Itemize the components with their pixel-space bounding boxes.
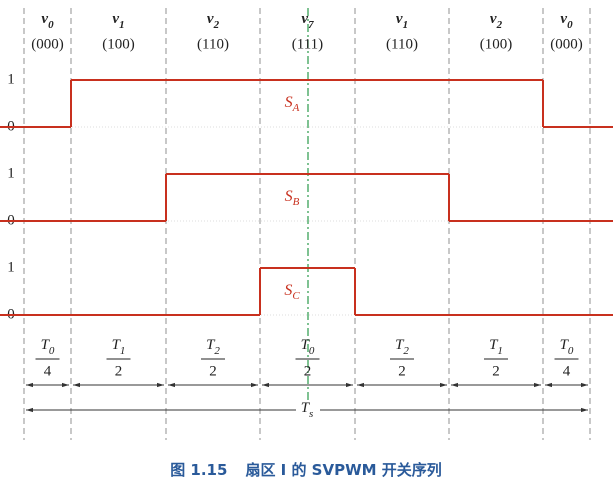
vector-base: v (112, 11, 119, 27)
code: (110) (386, 36, 418, 52)
vector-base: v (490, 11, 497, 27)
caption: 图 1.15 扇区 I 的 SVPWM 开关序列 (170, 461, 442, 479)
vector: v0 (560, 11, 573, 30)
duration-den: 2 (492, 363, 500, 379)
signal-name-sub: A (292, 102, 300, 114)
caption-label: 图 1.15 (170, 461, 227, 479)
vector: v0 (41, 11, 54, 30)
caption-text: 扇区 I 的 SVPWM 开关序列 (245, 461, 441, 479)
duration-num: T0 (41, 337, 55, 356)
vector-base: v (41, 11, 48, 27)
code: (000) (31, 36, 64, 52)
vector: v2 (207, 11, 220, 30)
duration-den: 2 (398, 363, 406, 379)
duration-num-base: T (560, 337, 570, 353)
duration-den: 2 (304, 363, 312, 379)
code: (100) (480, 36, 513, 52)
duration-num-base: T (206, 337, 216, 353)
duration-num: T1 (489, 337, 503, 356)
duration-num-sub: 1 (120, 345, 126, 357)
vector-sub: 2 (496, 19, 503, 31)
duration-num-sub: 0 (49, 345, 55, 357)
level-label: 1 (7, 165, 15, 181)
duration-num: T2 (206, 337, 220, 356)
signal-name: SC (284, 282, 300, 302)
total-label: Ts (301, 400, 314, 419)
signal-name-base: S (284, 282, 292, 299)
duration-num-base: T (395, 337, 405, 353)
signal-name-base: S (285, 188, 293, 205)
vector-sub: 0 (48, 19, 54, 31)
duration-num-sub: 2 (214, 345, 220, 357)
duration-num: T0 (301, 337, 315, 356)
signal-name: SA (285, 94, 300, 114)
code: (000) (550, 36, 583, 52)
duration-num-sub: 1 (497, 345, 503, 357)
duration-den: 2 (209, 363, 217, 379)
vector-base: v (207, 11, 214, 27)
code: (111) (292, 36, 323, 52)
total-bg (296, 402, 320, 418)
vector: v7 (301, 11, 314, 30)
signal-name-sub: B (293, 196, 300, 208)
duration-num-sub: 0 (309, 345, 315, 357)
duration-num-sub: 0 (568, 345, 574, 357)
signal-name-sub: C (292, 290, 300, 302)
vector-base: v (301, 11, 308, 27)
duration-den: 4 (44, 363, 52, 379)
duration-num-base: T (489, 337, 499, 353)
level-label: 1 (7, 71, 15, 87)
vector-sub: 0 (567, 19, 573, 31)
duration-num: T1 (112, 337, 126, 356)
vector-sub: 1 (119, 19, 125, 31)
duration-num: T2 (395, 337, 409, 356)
duration-num-sub: 2 (403, 345, 409, 357)
duration-num-base: T (112, 337, 122, 353)
vector: v2 (490, 11, 503, 30)
signal-name-base: S (285, 94, 293, 111)
vector-sub: 1 (403, 19, 409, 31)
vector: v1 (112, 11, 124, 30)
duration-num: T0 (560, 337, 574, 356)
vector-sub: 2 (213, 19, 220, 31)
duration-den: 4 (563, 363, 571, 379)
level-label: 1 (7, 259, 15, 275)
duration-den: 2 (115, 363, 123, 379)
total-label-base: T (301, 400, 311, 416)
total-label-sub: s (309, 408, 313, 420)
vector-sub: 7 (308, 19, 314, 31)
vector: v1 (396, 11, 408, 30)
code: (100) (102, 36, 135, 52)
code: (110) (197, 36, 229, 52)
duration-num-base: T (301, 337, 311, 353)
signal-name: SB (285, 188, 300, 208)
vector-base: v (560, 11, 567, 27)
duration-num-base: T (41, 337, 51, 353)
vector-base: v (396, 11, 403, 27)
